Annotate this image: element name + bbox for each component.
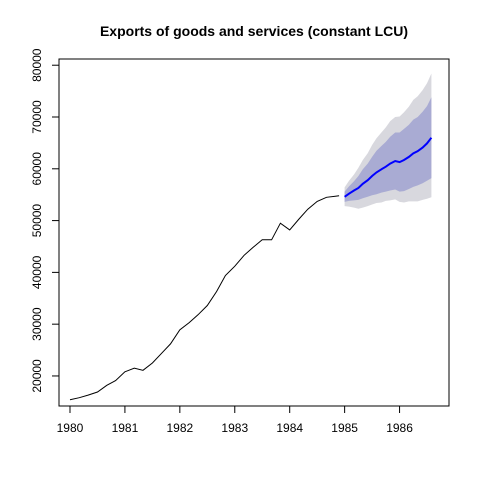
x-tick-label: 1980 <box>57 421 84 435</box>
chart-title: Exports of goods and services (constant … <box>100 23 408 39</box>
y-axis: 20000 30000 40000 50000 60000 70000 80000 <box>30 48 59 392</box>
x-axis: 1980 1981 1982 1983 1984 1985 1986 <box>57 406 414 435</box>
x-tick-label: 1985 <box>331 421 358 435</box>
history-line <box>70 196 339 400</box>
plot-frame <box>59 59 449 406</box>
y-tick-label: 70000 <box>30 100 44 134</box>
y-tick-label: 30000 <box>30 307 44 341</box>
y-tick-label: 40000 <box>30 255 44 289</box>
x-tick-label: 1984 <box>276 421 303 435</box>
x-tick-label: 1986 <box>386 421 413 435</box>
y-tick-label: 20000 <box>30 359 44 393</box>
y-tick-label: 60000 <box>30 152 44 186</box>
x-tick-label: 1981 <box>112 421 139 435</box>
x-tick-label: 1982 <box>166 421 193 435</box>
y-tick-label: 80000 <box>30 48 44 82</box>
y-tick-label: 50000 <box>30 204 44 238</box>
x-tick-label: 1983 <box>221 421 248 435</box>
